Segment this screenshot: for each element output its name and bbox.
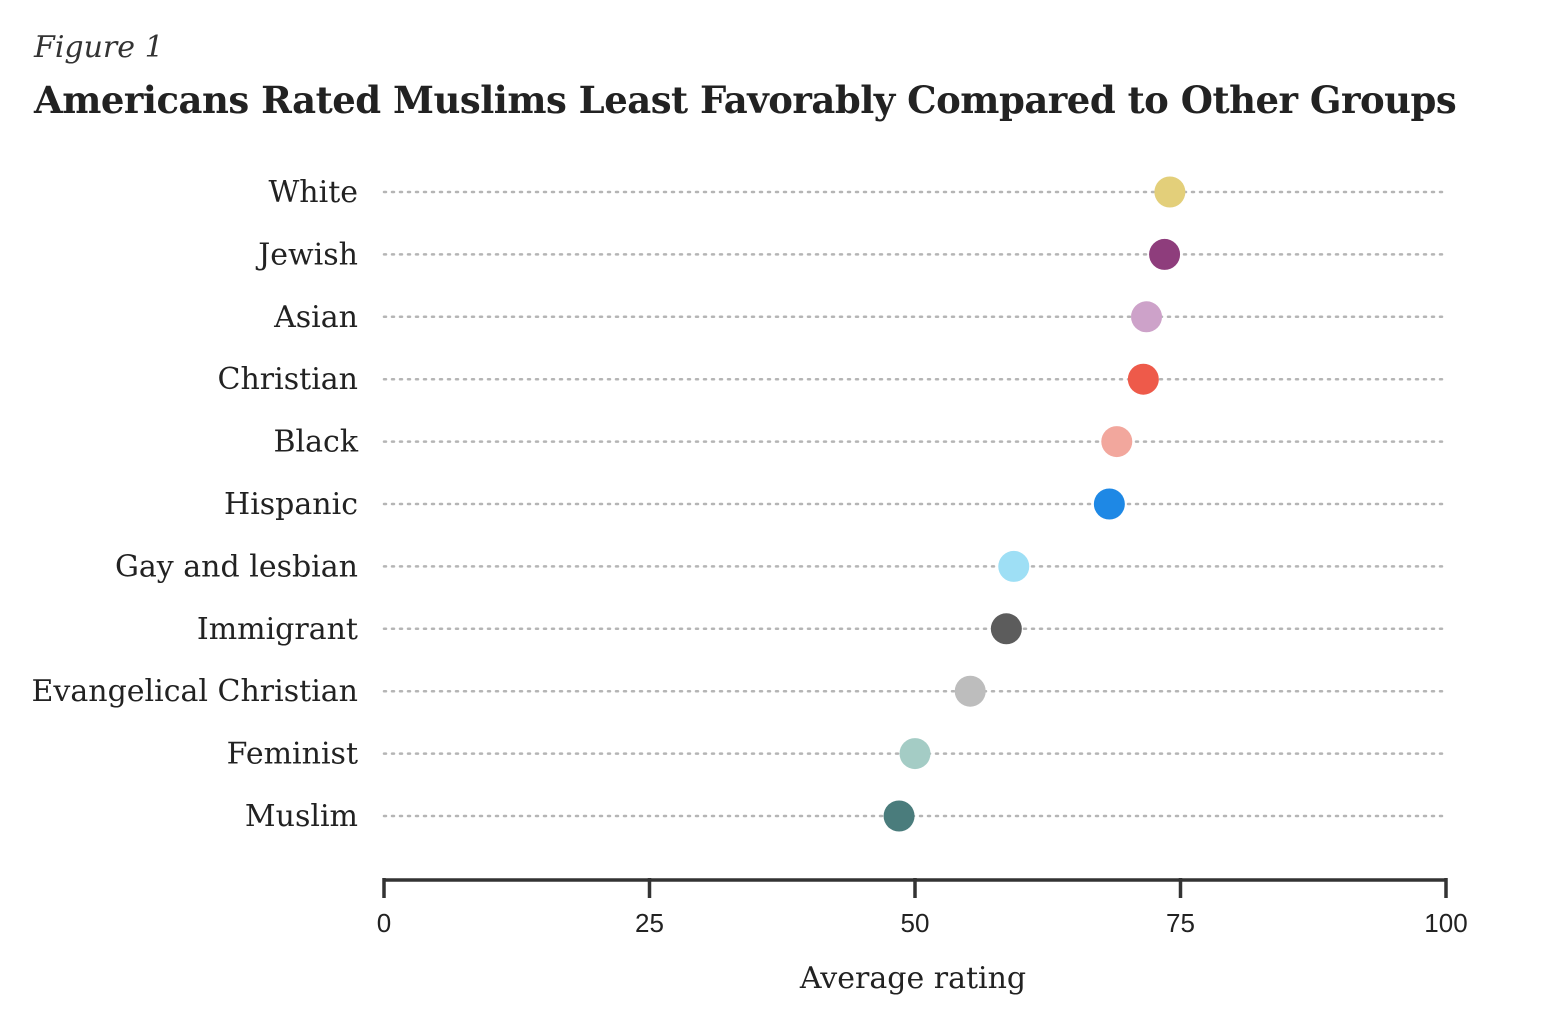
- category-label-gay-and-lesbian: Gay and lesbian: [115, 549, 358, 584]
- category-label-christian: Christian: [218, 362, 358, 397]
- data-point-hispanic[interactable]: [1093, 488, 1125, 520]
- x-tick-label-100: 100: [1424, 908, 1467, 938]
- figure-label: Figure 1: [34, 30, 164, 65]
- category-label-white: White: [268, 175, 358, 210]
- category-label-evangelical-christian: Evangelical Christian: [32, 674, 358, 709]
- category-label-feminist: Feminist: [227, 737, 358, 772]
- category-label-black: Black: [273, 425, 358, 460]
- category-label-immigrant: Immigrant: [197, 612, 358, 647]
- x-axis: 0 25 50 75 100: [377, 878, 1468, 938]
- x-axis-title: Average rating: [799, 961, 1026, 996]
- category-label-muslim: Muslim: [245, 799, 358, 834]
- data-point-muslim[interactable]: [883, 800, 915, 832]
- category-label-asian: Asian: [273, 300, 358, 335]
- x-tick-label-75: 75: [1166, 908, 1195, 938]
- data-point-immigrant[interactable]: [990, 613, 1022, 645]
- data-point-christian[interactable]: [1127, 363, 1159, 395]
- data-point-jewish[interactable]: [1149, 238, 1181, 270]
- category-label-jewish: Jewish: [255, 237, 358, 272]
- category-label-hispanic: Hispanic: [224, 487, 358, 522]
- data-point-asian[interactable]: [1131, 301, 1163, 333]
- data-point-gay-and-lesbian[interactable]: [998, 550, 1030, 582]
- data-point-white[interactable]: [1154, 176, 1186, 208]
- chart-title: Americans Rated Muslims Least Favorably …: [34, 78, 1457, 122]
- x-tick-label-0: 0: [377, 908, 391, 938]
- x-tick-label-25: 25: [635, 908, 664, 938]
- data-point-feminist[interactable]: [899, 738, 931, 770]
- data-point-black[interactable]: [1101, 426, 1133, 458]
- x-tick-label-50: 50: [901, 908, 930, 938]
- data-point-evangelical-christian[interactable]: [954, 675, 986, 707]
- plot-rows: White Jewish Asian Christian Black Hispanic Ga…: [32, 175, 1448, 834]
